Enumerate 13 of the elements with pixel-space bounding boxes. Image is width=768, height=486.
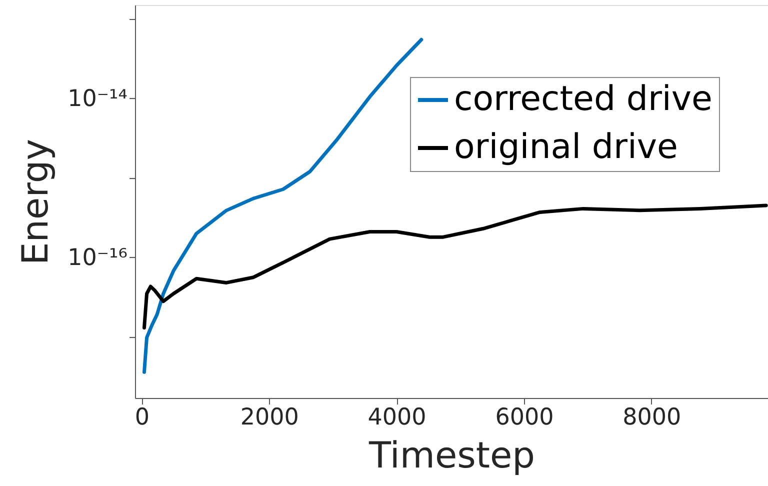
line-series — [142, 38, 424, 374]
line-series — [142, 204, 768, 330]
y-tick-label: 10⁻¹⁶ — [68, 244, 128, 271]
y-axis-title: Energy — [16, 138, 57, 266]
x-tick-label: 6000 — [495, 404, 554, 430]
x-tick-label: 8000 — [622, 404, 682, 430]
x-tick-label: 0 — [134, 404, 150, 430]
x-tick-label: 2000 — [240, 404, 299, 430]
legend-label: corrected drive — [454, 79, 712, 119]
x-axis-title: Timestep — [368, 436, 535, 476]
x-tick-label: 4000 — [368, 404, 426, 430]
legend-label: original drive — [454, 127, 678, 167]
y-tick-label: 10⁻¹⁴ — [68, 86, 128, 112]
